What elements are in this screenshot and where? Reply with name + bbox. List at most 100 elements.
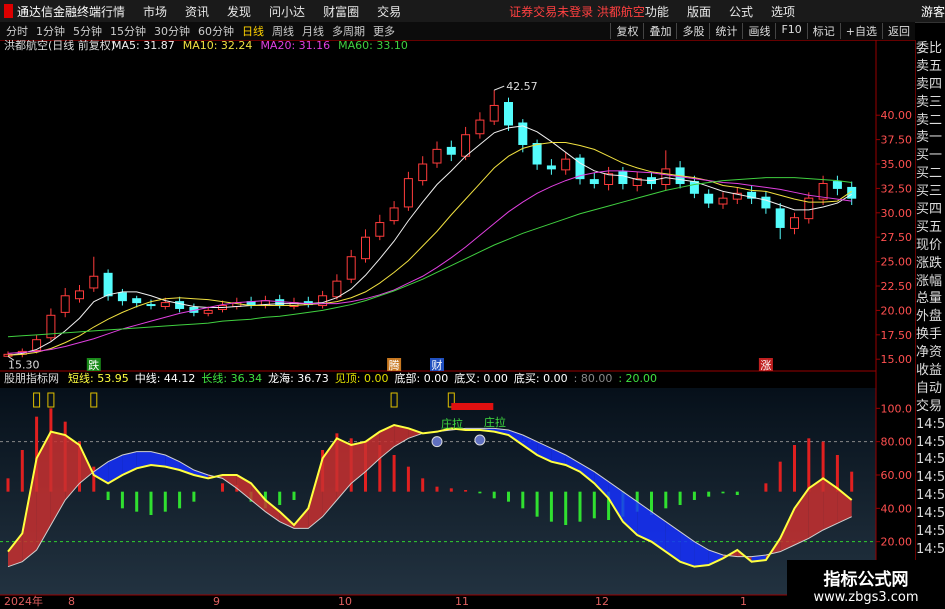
histogram-bar	[120, 491, 124, 509]
y-tick-label: 60.00	[881, 469, 913, 482]
candle-body	[832, 181, 842, 189]
period-tab[interactable]: 5分钟	[73, 25, 102, 38]
quote-field: 卖三	[916, 94, 943, 110]
period-tab[interactable]: 更多	[373, 25, 395, 38]
candle-body	[489, 104, 499, 122]
candle-body	[661, 168, 671, 186]
candle-body	[618, 171, 628, 185]
quote-field: 卖二	[916, 112, 943, 128]
band-fill	[808, 478, 824, 539]
event-marker: 跌	[88, 358, 99, 372]
menu-item[interactable]: 资讯	[185, 4, 210, 19]
tool-button[interactable]: 返回	[882, 23, 915, 39]
tool-button[interactable]: 标记	[806, 23, 840, 39]
candle-body	[275, 299, 285, 307]
histogram-bar	[35, 416, 39, 492]
tool-button[interactable]: 统计	[709, 23, 742, 39]
band-fill	[680, 531, 695, 567]
tool-button[interactable]: 叠加	[643, 23, 676, 39]
y-tick-label: 22.50	[881, 280, 913, 293]
candle-body	[790, 217, 799, 229]
histogram-bar	[163, 491, 167, 512]
histogram-bar	[378, 445, 382, 492]
tag-label: 庄拉	[441, 417, 463, 431]
watermark: 指标公式网 www.zbgs3.com	[787, 560, 945, 609]
period-tab[interactable]: 日线	[242, 25, 264, 38]
band-fill	[379, 425, 395, 459]
legend-entry: MA20: 31.16	[260, 40, 330, 52]
band-fill	[308, 458, 323, 529]
ma-line	[7, 125, 852, 356]
candle-body	[375, 222, 385, 237]
quote-field: 卖五	[916, 58, 943, 74]
tool-button[interactable]: F10	[775, 23, 806, 39]
time-label: 14:56	[916, 470, 945, 486]
indicator-value: 见顶: 0.00	[335, 372, 389, 385]
quote-field: 买一	[916, 148, 943, 164]
menu-item[interactable]: 交易	[377, 4, 402, 19]
histogram-bar	[178, 491, 182, 509]
band-fill	[336, 438, 352, 500]
tools: 复权 叠加 多股 统计 画线 F10 标记 +自选 返回	[610, 23, 915, 39]
candle-body	[532, 143, 542, 165]
band-fill	[93, 461, 109, 484]
histogram-bar	[807, 438, 811, 492]
y-tick-label: 30.00	[881, 207, 913, 220]
menu-items: 行情 市场 资讯 发现 问小达 财富圈 交易	[101, 3, 419, 20]
candle-body	[403, 178, 413, 208]
histogram-bar	[192, 491, 196, 502]
histogram-bar	[607, 491, 611, 520]
tool-button[interactable]: 画线	[742, 23, 775, 39]
histogram-bar	[106, 491, 110, 500]
candle-body	[604, 173, 614, 186]
period-tab[interactable]: 1分钟	[36, 25, 65, 38]
menu-bar: 通达信金融终端 行情 市场 资讯 发现 问小达 财富圈 交易 证券交易未登录 洪都航空 功能…	[0, 0, 945, 23]
histogram-bar	[478, 491, 482, 494]
candle-body	[718, 197, 728, 205]
user[interactable]: 游客	[920, 4, 945, 19]
watermark-url: www.zbgs3.com	[813, 590, 919, 605]
quote-field: 买四	[916, 202, 943, 218]
candle-body	[175, 301, 185, 309]
menu-item[interactable]: 财富圈	[323, 4, 360, 19]
menu-item[interactable]: 市场	[143, 4, 168, 19]
band-fill	[351, 441, 366, 484]
tool-button[interactable]: 多股	[676, 23, 709, 39]
toolbar: 分时 1分钟 5分钟 15分钟 30分钟 60分钟 日线 周线 月线 多周期 更多 复权 叠加 多股 统计…	[0, 22, 915, 41]
period-tab[interactable]: 多周期	[332, 25, 365, 38]
tag-label: 庄拉	[484, 415, 506, 429]
band-fill	[193, 470, 209, 479]
band-fill	[794, 488, 809, 545]
fast-line	[7, 423, 853, 568]
menu-item[interactable]: 功能	[644, 4, 669, 19]
histogram-bar	[678, 491, 682, 505]
period-tab[interactable]: 30分钟	[154, 25, 190, 38]
quote-field: 卖一	[916, 130, 943, 146]
histogram-bar	[421, 478, 425, 492]
band-fill	[651, 511, 666, 552]
histogram-bar	[835, 455, 839, 492]
period-tab[interactable]: 分时	[6, 25, 28, 38]
menu-item[interactable]: 版面	[686, 4, 711, 19]
indicator-value: 龙海: 36.73	[268, 371, 329, 385]
tool-button[interactable]: +自选	[839, 23, 882, 39]
menu-item[interactable]: 问小达	[269, 4, 306, 19]
time-label: 14:56	[916, 524, 945, 540]
x-axis-label: 9	[213, 595, 220, 608]
period-tab[interactable]: 15分钟	[110, 25, 146, 38]
quote-field: 外盘	[916, 309, 943, 325]
time-label: 14:56	[916, 452, 945, 468]
period-tab[interactable]: 月线	[302, 25, 324, 38]
menu-item[interactable]: 选项	[770, 4, 795, 19]
menu-item[interactable]: 公式	[728, 4, 753, 19]
x-axis-label: 12	[595, 595, 609, 608]
period-tab[interactable]: 周线	[272, 25, 294, 38]
menu-item[interactable]: 行情	[100, 4, 125, 19]
candle-body	[775, 208, 785, 228]
menu-item[interactable]: 发现	[227, 4, 252, 19]
tool-button[interactable]: 复权	[610, 23, 643, 39]
band-fill	[8, 533, 23, 567]
candle-body	[361, 236, 370, 260]
period-tab[interactable]: 60分钟	[198, 25, 234, 38]
